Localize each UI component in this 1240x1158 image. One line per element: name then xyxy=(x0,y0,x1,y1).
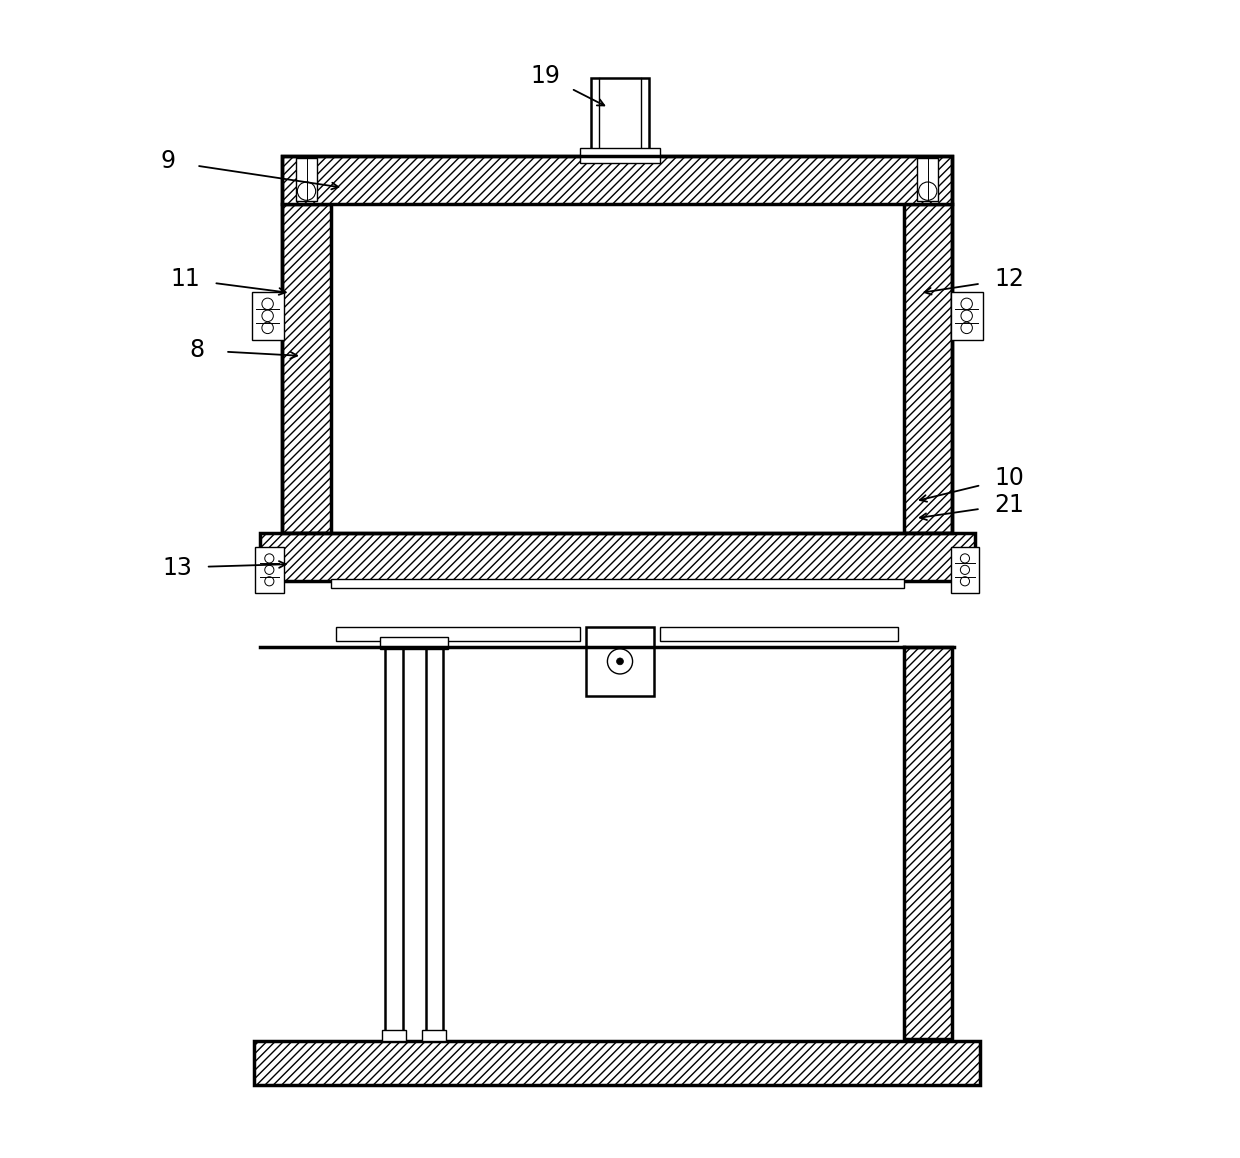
Bar xyxy=(660,626,898,640)
Bar xyxy=(379,637,449,648)
Bar xyxy=(255,547,284,593)
Bar xyxy=(254,1041,981,1085)
Bar xyxy=(283,155,952,204)
Text: 9: 9 xyxy=(160,149,176,174)
Text: 19: 19 xyxy=(531,64,560,88)
Bar xyxy=(331,204,904,533)
Text: 13: 13 xyxy=(162,556,192,579)
Bar xyxy=(382,1029,405,1041)
Text: 12: 12 xyxy=(994,267,1024,292)
Text: 8: 8 xyxy=(190,338,205,362)
Bar xyxy=(918,157,939,201)
Bar xyxy=(904,204,952,533)
Bar xyxy=(254,1041,981,1085)
Bar xyxy=(904,646,952,1039)
Bar xyxy=(951,292,982,340)
Bar xyxy=(252,292,284,340)
Text: 11: 11 xyxy=(170,267,200,292)
Bar xyxy=(386,646,403,1039)
Bar xyxy=(585,626,655,696)
Text: 21: 21 xyxy=(994,492,1024,516)
Bar xyxy=(580,148,660,162)
Bar xyxy=(591,78,649,155)
Bar xyxy=(336,626,580,640)
Bar xyxy=(259,533,975,581)
Bar xyxy=(331,579,904,588)
Bar xyxy=(283,155,952,533)
Bar xyxy=(283,204,331,533)
Bar xyxy=(422,1029,446,1041)
Text: 10: 10 xyxy=(994,467,1024,490)
Bar xyxy=(283,204,331,533)
Bar xyxy=(296,157,316,201)
Bar xyxy=(425,646,443,1039)
Bar xyxy=(904,204,952,533)
Bar xyxy=(259,533,975,581)
Circle shape xyxy=(616,658,624,665)
Bar xyxy=(283,155,952,204)
Bar xyxy=(904,646,952,1039)
Bar xyxy=(951,547,980,593)
